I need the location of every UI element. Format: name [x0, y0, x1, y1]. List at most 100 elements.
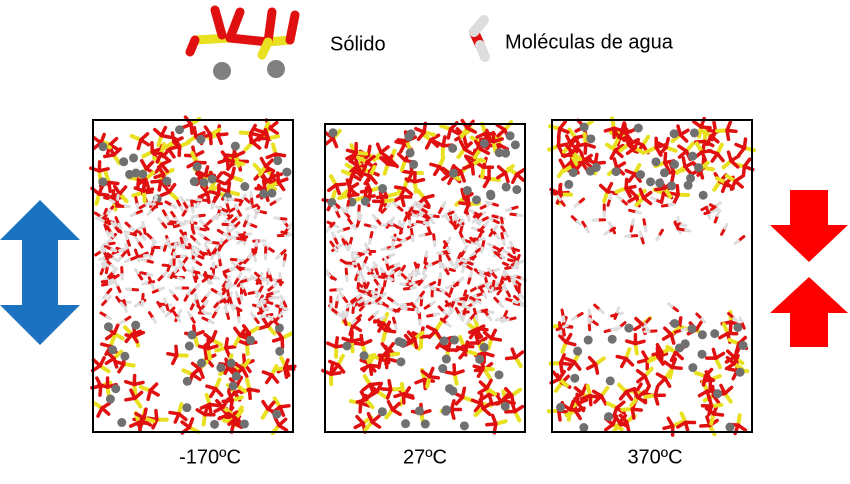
- water-h: [194, 239, 201, 246]
- water-h: [519, 292, 525, 300]
- solid-ion: [683, 180, 693, 190]
- water-h: [371, 214, 378, 221]
- water-h: [353, 255, 360, 261]
- water-h: [442, 310, 449, 317]
- water-h: [490, 286, 495, 294]
- water-h: [463, 244, 469, 252]
- water-h: [608, 221, 613, 229]
- water-h: [383, 256, 388, 264]
- solid-o: [465, 193, 471, 206]
- solid-o: [465, 126, 477, 134]
- solid-o: [677, 316, 683, 329]
- water-h: [501, 269, 507, 277]
- water-h: [179, 196, 185, 203]
- solid-o: [633, 137, 641, 150]
- solid-o: [375, 381, 384, 394]
- water-h: [400, 220, 406, 229]
- solid-o: [393, 392, 406, 399]
- solid-o: [429, 162, 442, 169]
- solid-ion: [697, 349, 707, 359]
- water-h: [214, 248, 220, 256]
- solid-o: [327, 183, 338, 193]
- water-h: [396, 270, 403, 278]
- solid-o: [142, 407, 148, 420]
- water-h: [432, 240, 437, 248]
- solid-ion: [564, 179, 574, 189]
- water-h: [485, 201, 493, 207]
- water-h: [562, 323, 569, 329]
- water-h: [118, 247, 125, 253]
- water-h: [253, 208, 261, 213]
- water-h: [266, 267, 271, 275]
- water-h: [714, 206, 722, 213]
- water-h: [176, 243, 184, 248]
- water-h: [259, 314, 267, 319]
- water-h: [367, 237, 372, 245]
- expand-arrow: [0, 200, 80, 345]
- water-h: [108, 198, 116, 204]
- solid-ion: [267, 188, 277, 198]
- solid-o: [206, 344, 219, 351]
- solid-ion: [420, 419, 430, 429]
- water-h: [124, 242, 129, 250]
- water-h: [418, 210, 427, 215]
- water-h: [509, 240, 514, 248]
- water-h: [482, 292, 488, 299]
- water-h: [365, 266, 372, 273]
- water-h: [332, 223, 340, 229]
- water-h: [468, 208, 475, 214]
- water-h: [165, 215, 171, 223]
- water-h: [168, 258, 174, 266]
- water-h: [380, 292, 387, 298]
- water-h: [255, 291, 261, 299]
- solid-o: [603, 126, 616, 133]
- solid-o: [513, 350, 525, 360]
- solid-o: [663, 160, 671, 173]
- solid-ion: [98, 142, 108, 152]
- water-h: [500, 316, 506, 324]
- solid-o: [328, 359, 340, 367]
- water-h: [409, 286, 418, 290]
- water-h: [117, 222, 122, 230]
- solid-ion: [272, 409, 282, 419]
- water-h: [167, 241, 172, 249]
- water-h: [222, 218, 229, 225]
- water-h: [408, 281, 416, 286]
- solid-o: [723, 385, 734, 396]
- solid-o: [617, 135, 630, 143]
- water-h: [203, 242, 209, 250]
- water-h: [414, 270, 419, 278]
- solid-o: [233, 150, 246, 158]
- solid-ion: [667, 181, 677, 191]
- solid-ion: [462, 185, 472, 195]
- solid-o: [460, 386, 467, 399]
- solid-o: [654, 145, 663, 157]
- water-h: [477, 269, 485, 275]
- water-h: [257, 300, 262, 308]
- solid-ion: [586, 134, 596, 144]
- water-h: [100, 247, 107, 253]
- solid-o: [378, 191, 385, 204]
- solid-o: [712, 120, 718, 133]
- solid-o: [359, 171, 372, 178]
- water-h: [422, 220, 430, 225]
- water-h: [492, 224, 499, 232]
- solid-ion: [327, 197, 337, 207]
- solid-ion: [710, 329, 720, 339]
- legend-water: Moléculas de agua: [505, 31, 674, 53]
- solid-o: [491, 137, 504, 144]
- solid-ion: [129, 153, 139, 163]
- water-h: [513, 260, 519, 268]
- solid-o: [361, 160, 369, 173]
- solid-o: [263, 127, 270, 141]
- water-h: [399, 238, 407, 244]
- water-h: [500, 283, 507, 290]
- solid-o: [361, 382, 372, 392]
- solid-ion: [328, 128, 338, 138]
- water-h: [643, 325, 650, 331]
- water-h: [499, 254, 507, 260]
- water-h: [146, 209, 153, 217]
- water-h: [738, 316, 744, 324]
- solid-o: [390, 407, 402, 417]
- water-h: [229, 235, 237, 240]
